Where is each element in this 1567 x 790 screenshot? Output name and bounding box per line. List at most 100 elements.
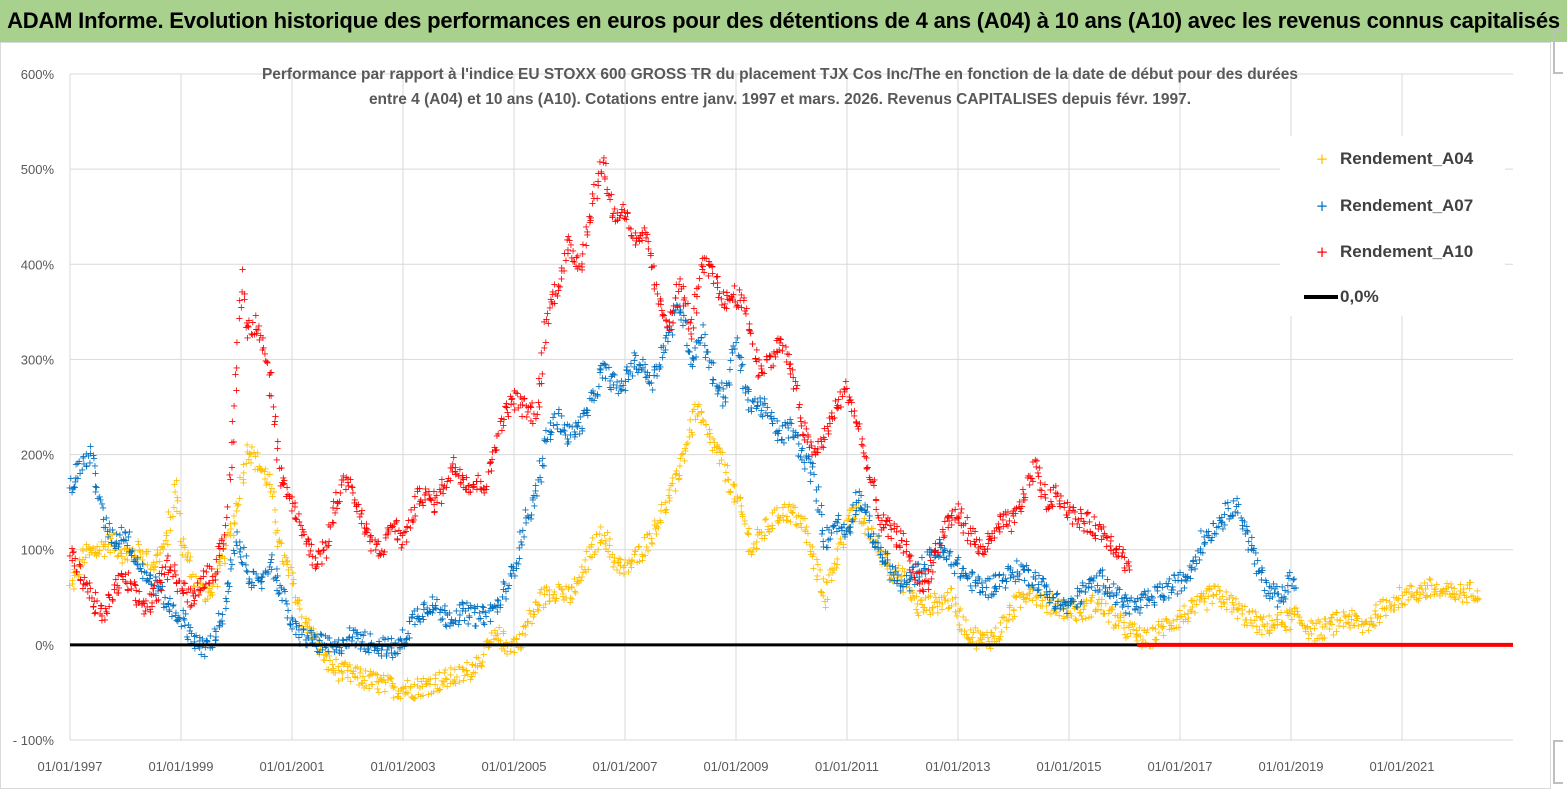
data-point: +: [657, 517, 665, 528]
data-point: +: [701, 330, 709, 341]
data-point: +: [577, 575, 585, 586]
data-point: +: [774, 511, 782, 522]
data-point: +: [243, 447, 251, 458]
data-point: +: [1201, 593, 1209, 604]
data-point: +: [638, 549, 646, 560]
x-tick-label: 01/01/2013: [925, 759, 990, 774]
data-point: +: [117, 549, 125, 560]
data-point: +: [846, 505, 854, 516]
data-point: +: [851, 514, 859, 525]
data-point: +: [737, 501, 745, 512]
data-point: +: [250, 447, 258, 458]
data-point: +: [147, 565, 155, 576]
data-point: +: [479, 657, 487, 668]
data-point: +: [245, 454, 253, 465]
data-point: +: [201, 597, 209, 608]
data-point: +: [620, 569, 628, 580]
data-point: +: [366, 667, 374, 678]
data-point: +: [298, 621, 306, 632]
data-point: +: [717, 455, 725, 466]
data-point: +: [757, 527, 765, 538]
data-point: +: [844, 514, 852, 525]
data-point: +: [540, 583, 548, 594]
data-point: +: [322, 651, 330, 662]
data-point: +: [1037, 601, 1045, 612]
data-point: +: [70, 564, 78, 575]
data-point: +: [587, 542, 595, 553]
data-point: +: [586, 552, 594, 563]
data-point: +: [864, 525, 872, 536]
data-point: +: [818, 587, 826, 598]
data-point: +: [534, 599, 542, 610]
data-point: +: [507, 647, 515, 658]
data-point: +: [517, 644, 525, 655]
data-point: +: [290, 575, 298, 586]
data-point: +: [459, 665, 467, 676]
data-point: +: [396, 694, 404, 705]
data-point: +: [953, 611, 961, 622]
data-point: +: [1048, 589, 1056, 600]
data-point: +: [1042, 601, 1050, 612]
data-point: +: [608, 550, 616, 561]
data-point: +: [351, 671, 359, 682]
data-point: +: [340, 659, 348, 670]
data-point: +: [1149, 622, 1157, 633]
data-point: +: [239, 475, 247, 486]
data-point: +: [1180, 601, 1188, 612]
data-point: +: [301, 618, 309, 629]
data-point: +: [411, 693, 419, 704]
data-point: +: [524, 616, 532, 627]
data-point: +: [681, 446, 689, 457]
data-point: +: [533, 491, 541, 502]
data-point: +: [478, 662, 486, 673]
data-point: +: [558, 584, 566, 595]
data-point: +: [79, 544, 87, 555]
data-point: +: [738, 510, 746, 521]
data-point: +: [248, 442, 256, 453]
data-point: +: [535, 402, 543, 413]
data-point: +: [384, 675, 392, 686]
data-point: +: [996, 635, 1004, 646]
data-point: +: [213, 581, 221, 592]
data-point: +: [1105, 609, 1113, 620]
data-point: +: [1124, 631, 1132, 642]
data-point: +: [194, 578, 202, 589]
data-point: +: [697, 407, 705, 418]
data-point: +: [228, 417, 236, 428]
data-point: +: [775, 515, 783, 526]
data-point: +: [1203, 605, 1211, 616]
x-axis-labels: 01/01/1997 01/01/1999 01/01/2001 01/01/2003…: [37, 759, 1434, 774]
data-point: +: [446, 679, 454, 690]
data-point: +: [1026, 589, 1034, 600]
data-point: +: [502, 638, 510, 649]
data-point: +: [1197, 589, 1205, 600]
data-point: +: [597, 522, 605, 533]
data-point: +: [291, 593, 299, 604]
data-point: +: [631, 547, 639, 558]
data-point: +: [715, 443, 723, 454]
data-point: +: [223, 502, 231, 513]
data-point: +: [1071, 614, 1079, 625]
data-point: +: [381, 547, 389, 558]
data-point: +: [181, 543, 189, 554]
data-point: +: [359, 672, 367, 683]
data-point: +: [440, 668, 448, 679]
data-point: +: [631, 545, 639, 556]
data-point: +: [550, 587, 558, 598]
data-point: +: [730, 497, 738, 508]
data-point: +: [884, 564, 892, 575]
data-point: +: [120, 544, 128, 555]
y-axis-labels: - 100% 0% 100% 200% 300% 400% 500% 600%: [13, 67, 55, 748]
data-point: +: [917, 596, 925, 607]
data-point: +: [219, 544, 227, 555]
data-point: +: [75, 556, 83, 567]
data-point: +: [394, 688, 402, 699]
data-point: +: [1093, 598, 1101, 609]
data-point: +: [68, 579, 76, 590]
data-point: +: [948, 594, 956, 605]
data-point: +: [1157, 622, 1165, 633]
data-point: +: [555, 580, 563, 591]
data-point: +: [1064, 608, 1072, 619]
data-point: +: [887, 574, 895, 585]
data-point: +: [322, 553, 330, 564]
